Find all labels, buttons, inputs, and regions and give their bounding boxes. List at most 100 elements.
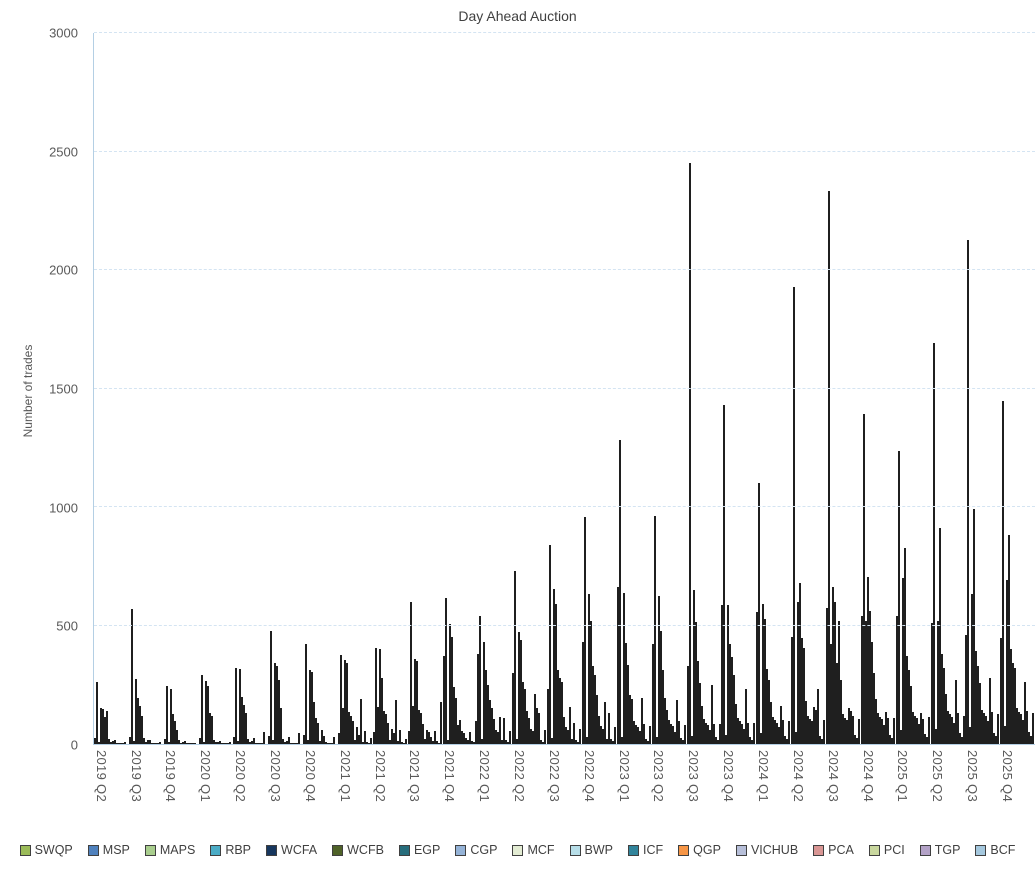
bar-icf: [706, 725, 709, 744]
bar-cluster: [756, 33, 791, 744]
y-tick-label: 2000: [49, 262, 78, 278]
bar-pca: [608, 713, 611, 744]
bar-pca: [222, 743, 225, 744]
bar-mcf: [946, 710, 949, 744]
bar-bwp: [460, 730, 463, 744]
bar-maps: [795, 732, 798, 744]
x-tick-label: 2025 Q2: [930, 750, 946, 802]
bar-vichub: [675, 700, 678, 744]
bar-mcf: [458, 720, 461, 744]
bar-bwp: [948, 714, 951, 744]
bar-bwp: [983, 713, 986, 744]
bar-rbp: [309, 670, 312, 744]
legend-label: MAPS: [159, 843, 196, 857]
legend-item-vichub: VICHUB: [735, 843, 798, 857]
legend-item-pca: PCA: [813, 843, 854, 857]
bar-bwp: [669, 723, 672, 744]
x-tick-label: 2019 Q2: [93, 750, 109, 802]
bar-maps: [307, 740, 310, 744]
bar-swqp: [303, 734, 306, 744]
chart-title: Day Ahead Auction: [458, 8, 577, 24]
bar-swqp: [616, 587, 619, 744]
bar-wcfa: [520, 639, 523, 744]
bar-cgp: [282, 738, 285, 744]
bar-swqp: [860, 615, 863, 744]
bar-rbp: [204, 681, 207, 744]
bar-mcf: [110, 742, 112, 744]
bar-maps: [411, 706, 414, 744]
bar-pca: [364, 730, 367, 744]
bar-group: 2022 Q1: [477, 33, 512, 802]
bar-egp: [106, 710, 108, 744]
bar-maps: [586, 737, 589, 744]
bar-swqp: [756, 612, 759, 744]
bar-rbp: [413, 658, 416, 744]
bar-groups: 2019 Q2 2019 Q3 2019 Q4 2020 Q1 2020 Q2 2020 …: [94, 33, 1035, 802]
bar-qgp: [917, 723, 920, 744]
bar-wcfb: [173, 721, 176, 744]
bar-wcfa: [346, 663, 349, 744]
bar-cluster: [930, 33, 965, 744]
bar-mcf: [876, 713, 879, 744]
bar-wcfa: [241, 696, 244, 744]
bar-maps: [1004, 726, 1007, 744]
legend-swatch-msp: [87, 844, 99, 856]
bar-group: 2019 Q2: [94, 33, 129, 802]
bar-wcfb: [1010, 649, 1013, 744]
bar-mcf: [772, 716, 775, 744]
bar-rbp: [344, 659, 347, 744]
bar-pca: [677, 721, 680, 744]
bar-rbp: [274, 663, 277, 744]
bar-group: 2020 Q4: [303, 33, 338, 802]
bar-cluster: [965, 33, 1000, 744]
x-tick-label: 2022 Q2: [511, 750, 527, 802]
legend-swatch-rbp: [210, 844, 222, 856]
x-tick-label: 2023 Q2: [651, 750, 667, 802]
bar-cgp: [386, 722, 389, 744]
bar-cgp: [561, 682, 564, 744]
bar-swqp: [582, 641, 585, 744]
x-tick-label: 2022 Q1: [477, 750, 493, 802]
bar-rbp: [692, 589, 695, 744]
bar-pca: [152, 743, 155, 744]
bar-group: 2023 Q3: [686, 33, 722, 802]
legend-label: BCF: [990, 843, 1016, 857]
bar-group: 2022 Q4: [582, 33, 617, 802]
bar-bwp: [530, 728, 533, 744]
legend-item-bwp: BWP: [569, 843, 613, 857]
bar-wcfb: [278, 679, 281, 744]
bar-vichub: [571, 739, 574, 744]
bar-tgp: [296, 743, 299, 744]
bar-msp: [305, 644, 308, 744]
bar-bwp: [565, 727, 568, 744]
bar-wcfb: [592, 665, 595, 744]
bar-msp: [758, 482, 761, 744]
bar-egp: [907, 670, 910, 744]
bar-pca: [327, 743, 330, 744]
bar-bcf: [823, 720, 826, 744]
bar-bcf: [1032, 713, 1035, 744]
bar-maps: [551, 738, 554, 744]
bar-cluster: [860, 33, 895, 744]
bar-wcfb: [836, 663, 839, 744]
bar-wcfa: [171, 714, 174, 744]
bar-pci: [400, 741, 403, 744]
bar-cluster: [616, 33, 651, 744]
bar-vichub: [536, 708, 539, 744]
bar-vichub: [255, 742, 258, 744]
bar-pca: [642, 723, 645, 744]
bar-pca: [712, 723, 715, 744]
bar-cgp: [177, 740, 180, 744]
bar-msp: [862, 414, 865, 744]
bar-bwp: [216, 741, 219, 744]
bar-vichub: [185, 743, 188, 744]
bar-cluster: [547, 33, 582, 744]
bar-qgp: [848, 708, 851, 744]
bar-rbp: [169, 689, 172, 744]
bar-wcfb: [487, 684, 490, 744]
x-tick-label: 2019 Q4: [163, 750, 179, 802]
bar-pci: [819, 735, 822, 744]
bar-bcf: [298, 733, 301, 744]
bar-bcf: [614, 727, 617, 744]
bar-group: 2025 Q1: [895, 33, 931, 802]
